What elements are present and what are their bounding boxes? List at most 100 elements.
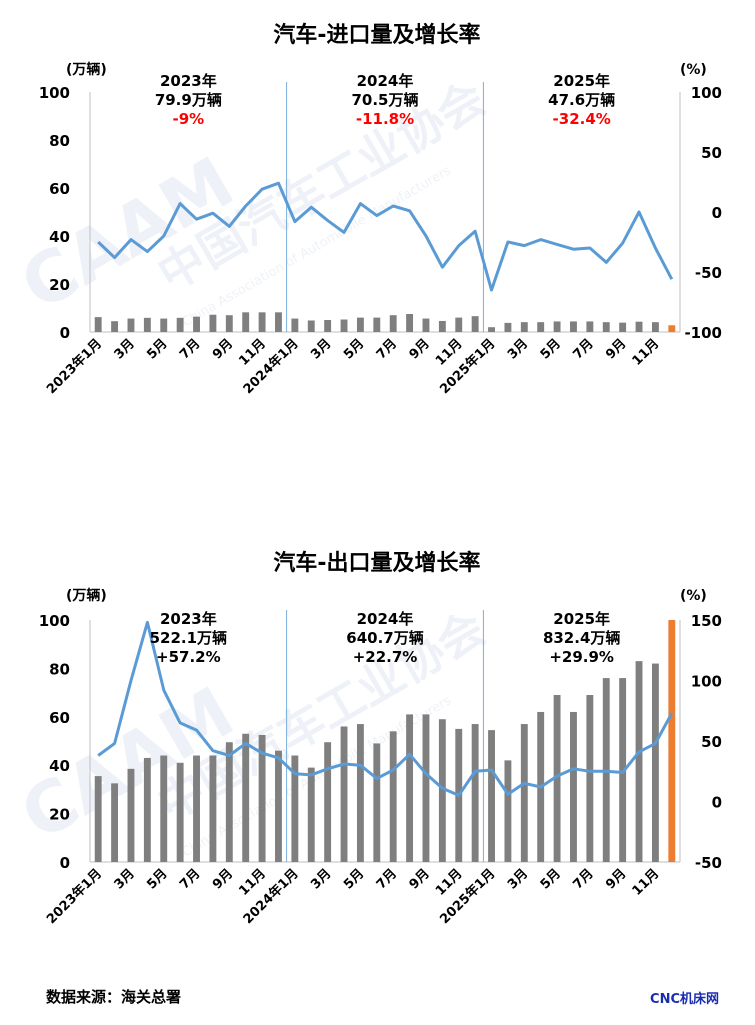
bar bbox=[504, 760, 512, 862]
annotation-year: 2023年 bbox=[160, 72, 217, 90]
bar bbox=[176, 317, 184, 332]
x-tick-label: 3月 bbox=[112, 336, 138, 362]
bar bbox=[570, 321, 577, 332]
chart-title: 汽车-进口量及增长率 bbox=[273, 22, 480, 48]
bar bbox=[586, 321, 594, 332]
left-tick-label: 0 bbox=[60, 854, 70, 872]
annotation-growth: -9% bbox=[172, 110, 204, 128]
right-axis-unit: (%) bbox=[680, 62, 707, 78]
bar bbox=[242, 312, 250, 332]
x-tick-label: 3月 bbox=[308, 336, 334, 362]
bar bbox=[438, 719, 446, 862]
annotation-volume: 79.9万辆 bbox=[155, 91, 222, 109]
bar bbox=[373, 743, 381, 862]
x-tick-label: 7月 bbox=[177, 866, 203, 892]
bar bbox=[635, 321, 643, 332]
bar bbox=[356, 317, 364, 332]
bar bbox=[258, 312, 266, 332]
x-tick-label: 2023年1月 bbox=[43, 336, 105, 398]
annotation-volume: 522.1万辆 bbox=[150, 629, 227, 647]
bar bbox=[111, 783, 119, 862]
right-tick-label: 100 bbox=[691, 673, 722, 691]
bar bbox=[373, 317, 381, 332]
bar bbox=[651, 663, 659, 862]
left-tick-label: 60 bbox=[49, 180, 70, 198]
left-tick-label: 0 bbox=[60, 324, 70, 342]
bar bbox=[94, 776, 102, 862]
bar bbox=[193, 316, 200, 332]
annotation-growth: +57.2% bbox=[156, 648, 221, 666]
left-axis-unit: (万辆) bbox=[66, 61, 107, 78]
bar bbox=[471, 724, 479, 862]
left-axis-unit: (万辆) bbox=[66, 587, 107, 604]
bar bbox=[668, 325, 676, 332]
bar bbox=[635, 661, 643, 862]
bar bbox=[553, 321, 561, 332]
left-tick-label: 100 bbox=[39, 84, 70, 102]
left-tick-label: 40 bbox=[49, 228, 70, 246]
bar bbox=[488, 730, 495, 862]
bar bbox=[438, 320, 446, 332]
bar bbox=[406, 314, 414, 332]
bar bbox=[356, 724, 364, 862]
left-tick-label: 80 bbox=[49, 660, 70, 678]
bar bbox=[242, 733, 250, 862]
x-tick-label: 7月 bbox=[177, 336, 203, 362]
bar bbox=[193, 755, 200, 862]
x-tick-label: 9月 bbox=[210, 336, 236, 362]
data-source-note: 数据来源：海关总署 bbox=[46, 988, 182, 1006]
bar bbox=[488, 327, 495, 332]
bar bbox=[94, 317, 102, 332]
x-tick-label: 3月 bbox=[505, 336, 531, 362]
brand-label: CNC机床网 bbox=[650, 992, 719, 1007]
bar bbox=[209, 314, 217, 332]
x-tick-label: 5月 bbox=[538, 866, 564, 892]
bar bbox=[275, 750, 282, 862]
bar bbox=[668, 620, 676, 862]
annotation-growth: +22.7% bbox=[353, 648, 418, 666]
left-tick-label: 40 bbox=[49, 757, 70, 775]
x-tick-label: 3月 bbox=[505, 866, 531, 892]
bar bbox=[504, 322, 512, 332]
annotation-year: 2023年 bbox=[160, 610, 217, 628]
right-axis-unit: (%) bbox=[680, 588, 707, 604]
bar bbox=[225, 315, 233, 332]
bar bbox=[340, 319, 348, 332]
bar bbox=[520, 322, 528, 332]
bar bbox=[127, 318, 135, 332]
x-tick-label: 3月 bbox=[112, 866, 138, 892]
bar bbox=[553, 695, 561, 862]
bar bbox=[143, 757, 151, 862]
left-tick-label: 20 bbox=[49, 276, 70, 294]
annotation-volume: 47.6万辆 bbox=[548, 91, 615, 109]
bar bbox=[619, 678, 627, 862]
bar bbox=[160, 318, 168, 332]
bar bbox=[258, 734, 266, 862]
bar bbox=[570, 711, 577, 862]
left-tick-label: 20 bbox=[49, 806, 70, 824]
bar bbox=[291, 318, 299, 332]
x-tick-label: 3月 bbox=[308, 866, 334, 892]
bar bbox=[520, 724, 528, 862]
right-tick-label: 150 bbox=[691, 612, 722, 630]
bar bbox=[225, 742, 233, 862]
bar bbox=[127, 768, 135, 862]
bar bbox=[275, 312, 282, 332]
annotation-year: 2024年 bbox=[357, 610, 414, 628]
bar bbox=[651, 322, 659, 332]
bar bbox=[602, 322, 610, 332]
bar bbox=[422, 318, 430, 332]
bar bbox=[291, 755, 299, 862]
x-tick-label: 7月 bbox=[374, 336, 400, 362]
right-tick-label: -50 bbox=[695, 264, 722, 282]
right-tick-label: 0 bbox=[712, 204, 722, 222]
bar bbox=[471, 316, 479, 332]
bar bbox=[209, 755, 217, 862]
x-tick-label: 11月 bbox=[630, 866, 663, 899]
bar bbox=[307, 767, 315, 862]
